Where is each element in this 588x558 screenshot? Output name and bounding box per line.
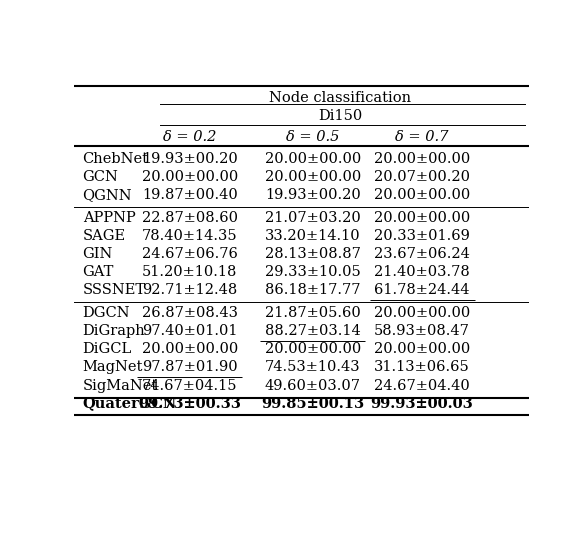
Text: SigMaNet: SigMaNet bbox=[82, 378, 158, 392]
Text: ChebNet: ChebNet bbox=[82, 152, 149, 166]
Text: SAGE: SAGE bbox=[82, 229, 126, 243]
Text: 20.00±00.00: 20.00±00.00 bbox=[374, 306, 470, 320]
Text: 19.93±00.20: 19.93±00.20 bbox=[265, 187, 360, 202]
Text: MagNet: MagNet bbox=[82, 360, 143, 374]
Text: 20.07±00.20: 20.07±00.20 bbox=[374, 170, 470, 184]
Text: 31.13±06.65: 31.13±06.65 bbox=[374, 360, 470, 374]
Text: 20.00±00.00: 20.00±00.00 bbox=[265, 152, 361, 166]
Text: 21.87±05.60: 21.87±05.60 bbox=[265, 306, 360, 320]
Text: GIN: GIN bbox=[82, 247, 113, 261]
Text: 20.00±00.00: 20.00±00.00 bbox=[374, 187, 470, 202]
Text: 78.40±14.35: 78.40±14.35 bbox=[142, 229, 238, 243]
Text: 99.85±00.13: 99.85±00.13 bbox=[261, 397, 365, 411]
Text: DiGraph: DiGraph bbox=[82, 324, 145, 338]
Text: GCN: GCN bbox=[82, 170, 119, 184]
Text: 51.20±10.18: 51.20±10.18 bbox=[142, 265, 238, 279]
Text: 23.67±06.24: 23.67±06.24 bbox=[374, 247, 470, 261]
Text: Node classification: Node classification bbox=[269, 92, 411, 105]
Text: 24.67±06.76: 24.67±06.76 bbox=[142, 247, 238, 261]
Text: 61.78±24.44: 61.78±24.44 bbox=[375, 283, 470, 297]
Text: 21.40±03.78: 21.40±03.78 bbox=[374, 265, 470, 279]
Text: 28.13±08.87: 28.13±08.87 bbox=[265, 247, 360, 261]
Text: 20.00±00.00: 20.00±00.00 bbox=[265, 170, 361, 184]
Text: δ = 0.2: δ = 0.2 bbox=[163, 129, 216, 143]
Text: 24.67±04.40: 24.67±04.40 bbox=[374, 378, 470, 392]
Text: 99.73±00.33: 99.73±00.33 bbox=[138, 397, 241, 411]
Text: Di150: Di150 bbox=[318, 108, 362, 123]
Text: 33.20±14.10: 33.20±14.10 bbox=[265, 229, 360, 243]
Text: 22.87±08.60: 22.87±08.60 bbox=[142, 211, 238, 225]
Text: 49.60±03.07: 49.60±03.07 bbox=[265, 378, 361, 392]
Text: δ = 0.5: δ = 0.5 bbox=[286, 129, 339, 143]
Text: 74.53±10.43: 74.53±10.43 bbox=[265, 360, 360, 374]
Text: 97.87±01.90: 97.87±01.90 bbox=[142, 360, 238, 374]
Text: DGCN: DGCN bbox=[82, 306, 130, 320]
Text: 20.00±00.00: 20.00±00.00 bbox=[142, 343, 238, 357]
Text: 88.27±03.14: 88.27±03.14 bbox=[265, 324, 360, 338]
Text: 29.33±10.05: 29.33±10.05 bbox=[265, 265, 360, 279]
Text: 58.93±08.47: 58.93±08.47 bbox=[374, 324, 470, 338]
Text: 21.07±03.20: 21.07±03.20 bbox=[265, 211, 360, 225]
Text: 20.00±00.00: 20.00±00.00 bbox=[265, 343, 361, 357]
Text: APPNP: APPNP bbox=[82, 211, 135, 225]
Text: 19.93±00.20: 19.93±00.20 bbox=[142, 152, 238, 166]
Text: GAT: GAT bbox=[82, 265, 114, 279]
Text: 97.40±01.01: 97.40±01.01 bbox=[142, 324, 238, 338]
Text: 86.18±17.77: 86.18±17.77 bbox=[265, 283, 360, 297]
Text: 20.00±00.00: 20.00±00.00 bbox=[374, 152, 470, 166]
Text: 26.87±08.43: 26.87±08.43 bbox=[142, 306, 238, 320]
Text: DiGCL: DiGCL bbox=[82, 343, 132, 357]
Text: 20.00±00.00: 20.00±00.00 bbox=[142, 170, 238, 184]
Text: δ = 0.7: δ = 0.7 bbox=[395, 129, 449, 143]
Text: 99.93±00.03: 99.93±00.03 bbox=[371, 397, 473, 411]
Text: QuaterGCN: QuaterGCN bbox=[82, 397, 177, 411]
Text: 20.33±01.69: 20.33±01.69 bbox=[374, 229, 470, 243]
Text: QGNN: QGNN bbox=[82, 187, 132, 202]
Text: 19.87±00.40: 19.87±00.40 bbox=[142, 187, 238, 202]
Text: 74.67±04.15: 74.67±04.15 bbox=[142, 378, 238, 392]
Text: 20.00±00.00: 20.00±00.00 bbox=[374, 343, 470, 357]
Text: SSSNET: SSSNET bbox=[82, 283, 146, 297]
Text: 92.71±12.48: 92.71±12.48 bbox=[142, 283, 238, 297]
Text: 20.00±00.00: 20.00±00.00 bbox=[374, 211, 470, 225]
